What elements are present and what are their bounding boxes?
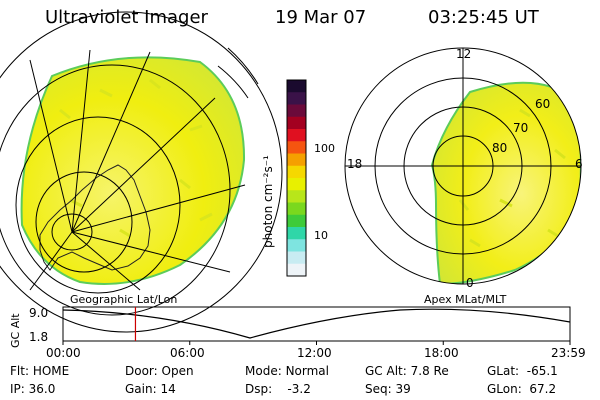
mlt-label-12: 12 xyxy=(456,47,472,61)
apex-caption: Apex MLat/MLT xyxy=(424,293,507,306)
colorbar-swatch xyxy=(287,190,306,203)
longitude-grid xyxy=(29,49,246,291)
observation-date: 19 Mar 07 xyxy=(275,7,367,28)
altitude-y-tick-min: 1.8 xyxy=(29,330,49,344)
colorbar-swatch xyxy=(287,92,306,105)
status-gain: Gain: 14 xyxy=(125,382,176,396)
status-glon: GLon: 67.2 xyxy=(487,382,557,396)
colorbar-swatch xyxy=(287,202,306,216)
mlat-label-80: 80 xyxy=(492,141,508,155)
emission-texture-right xyxy=(458,108,566,248)
status-gc-alt: GC Alt: 7.8 Re xyxy=(365,364,449,378)
status-mode-value: Normal xyxy=(285,364,329,378)
colorbar-swatch xyxy=(287,263,306,277)
status-flt-value: HOME xyxy=(32,364,70,378)
altitude-x-ticks xyxy=(62,341,571,345)
status-gc-alt-value: 7.8 Re xyxy=(410,364,449,378)
mlat-grid xyxy=(344,47,582,285)
colorbar-unit-label: photon cm⁻²s⁻¹ xyxy=(261,155,275,248)
colorbar-swatch xyxy=(287,214,306,228)
mlt-label-0: 0 xyxy=(466,276,474,290)
colorbar-tick-10: 10 xyxy=(314,229,328,242)
status-ip-value: 36.0 xyxy=(28,382,56,396)
status-flt: Flt: HOME xyxy=(10,364,70,378)
status-door: Door: Open xyxy=(125,364,194,378)
altitude-x-tick-2359: 23:59 xyxy=(551,346,586,360)
status-ip: IP: 36.0 xyxy=(10,382,56,396)
colorbar-swatch xyxy=(287,251,306,265)
mlt-label-18: 18 xyxy=(347,157,363,171)
colorbar-swatch xyxy=(287,104,306,118)
status-gain-value: 14 xyxy=(160,382,176,396)
altitude-x-tick-1800: 18:00 xyxy=(424,346,459,360)
colorbar-swatch xyxy=(287,239,306,252)
altitude-x-tick-0000: 00:00 xyxy=(46,346,81,360)
instrument-title: Ultraviolet Imager xyxy=(45,7,208,28)
status-dsp-value: -3.2 xyxy=(287,382,311,396)
outer-grid-arcs xyxy=(217,47,259,99)
colorbar-swatch xyxy=(287,116,306,130)
colorbar-swatch xyxy=(287,153,306,167)
status-seq-value: 39 xyxy=(395,382,411,396)
colorbar xyxy=(286,79,307,277)
latitude-grid xyxy=(0,11,283,333)
altitude-axis-label: GC Alt xyxy=(9,313,22,348)
colorbar-swatch xyxy=(287,141,306,154)
emission-texture-left xyxy=(59,78,213,238)
status-seq: Seq: 39 xyxy=(365,382,411,396)
geographic-caption: Geographic Lat/Lon xyxy=(70,293,178,306)
mlat-label-70: 70 xyxy=(513,121,529,135)
status-door-value: Open xyxy=(161,364,194,378)
colorbar-swatch xyxy=(287,227,306,240)
colorbar-swatch xyxy=(287,80,306,93)
apex-polar-panel xyxy=(344,47,582,285)
altitude-x-tick-1200: 12:00 xyxy=(297,346,332,360)
colorbar-swatch xyxy=(287,165,306,179)
altitude-strip xyxy=(62,306,571,345)
observation-time: 03:25:45 UT xyxy=(428,7,539,28)
altitude-x-tick-0600: 06:00 xyxy=(170,346,205,360)
coastline xyxy=(39,164,151,271)
colorbar-swatch xyxy=(287,129,306,142)
colorbar-frame xyxy=(286,79,307,277)
status-glat: GLat: -65.1 xyxy=(487,364,558,378)
mlat-label-60: 60 xyxy=(535,97,551,111)
colorbar-swatch xyxy=(287,178,306,191)
altitude-trace xyxy=(62,308,571,339)
colorbar-tick-100: 100 xyxy=(314,142,335,155)
mlt-label-6: 6 xyxy=(575,157,583,171)
status-glon-value: 67.2 xyxy=(529,382,557,396)
status-mode: Mode: Normal xyxy=(245,364,329,378)
status-glat-value: -65.1 xyxy=(526,364,558,378)
geographic-image-panel xyxy=(0,11,283,333)
status-dsp: Dsp: -3.2 xyxy=(245,382,311,396)
altitude-y-tick-max: 9.0 xyxy=(29,306,49,320)
